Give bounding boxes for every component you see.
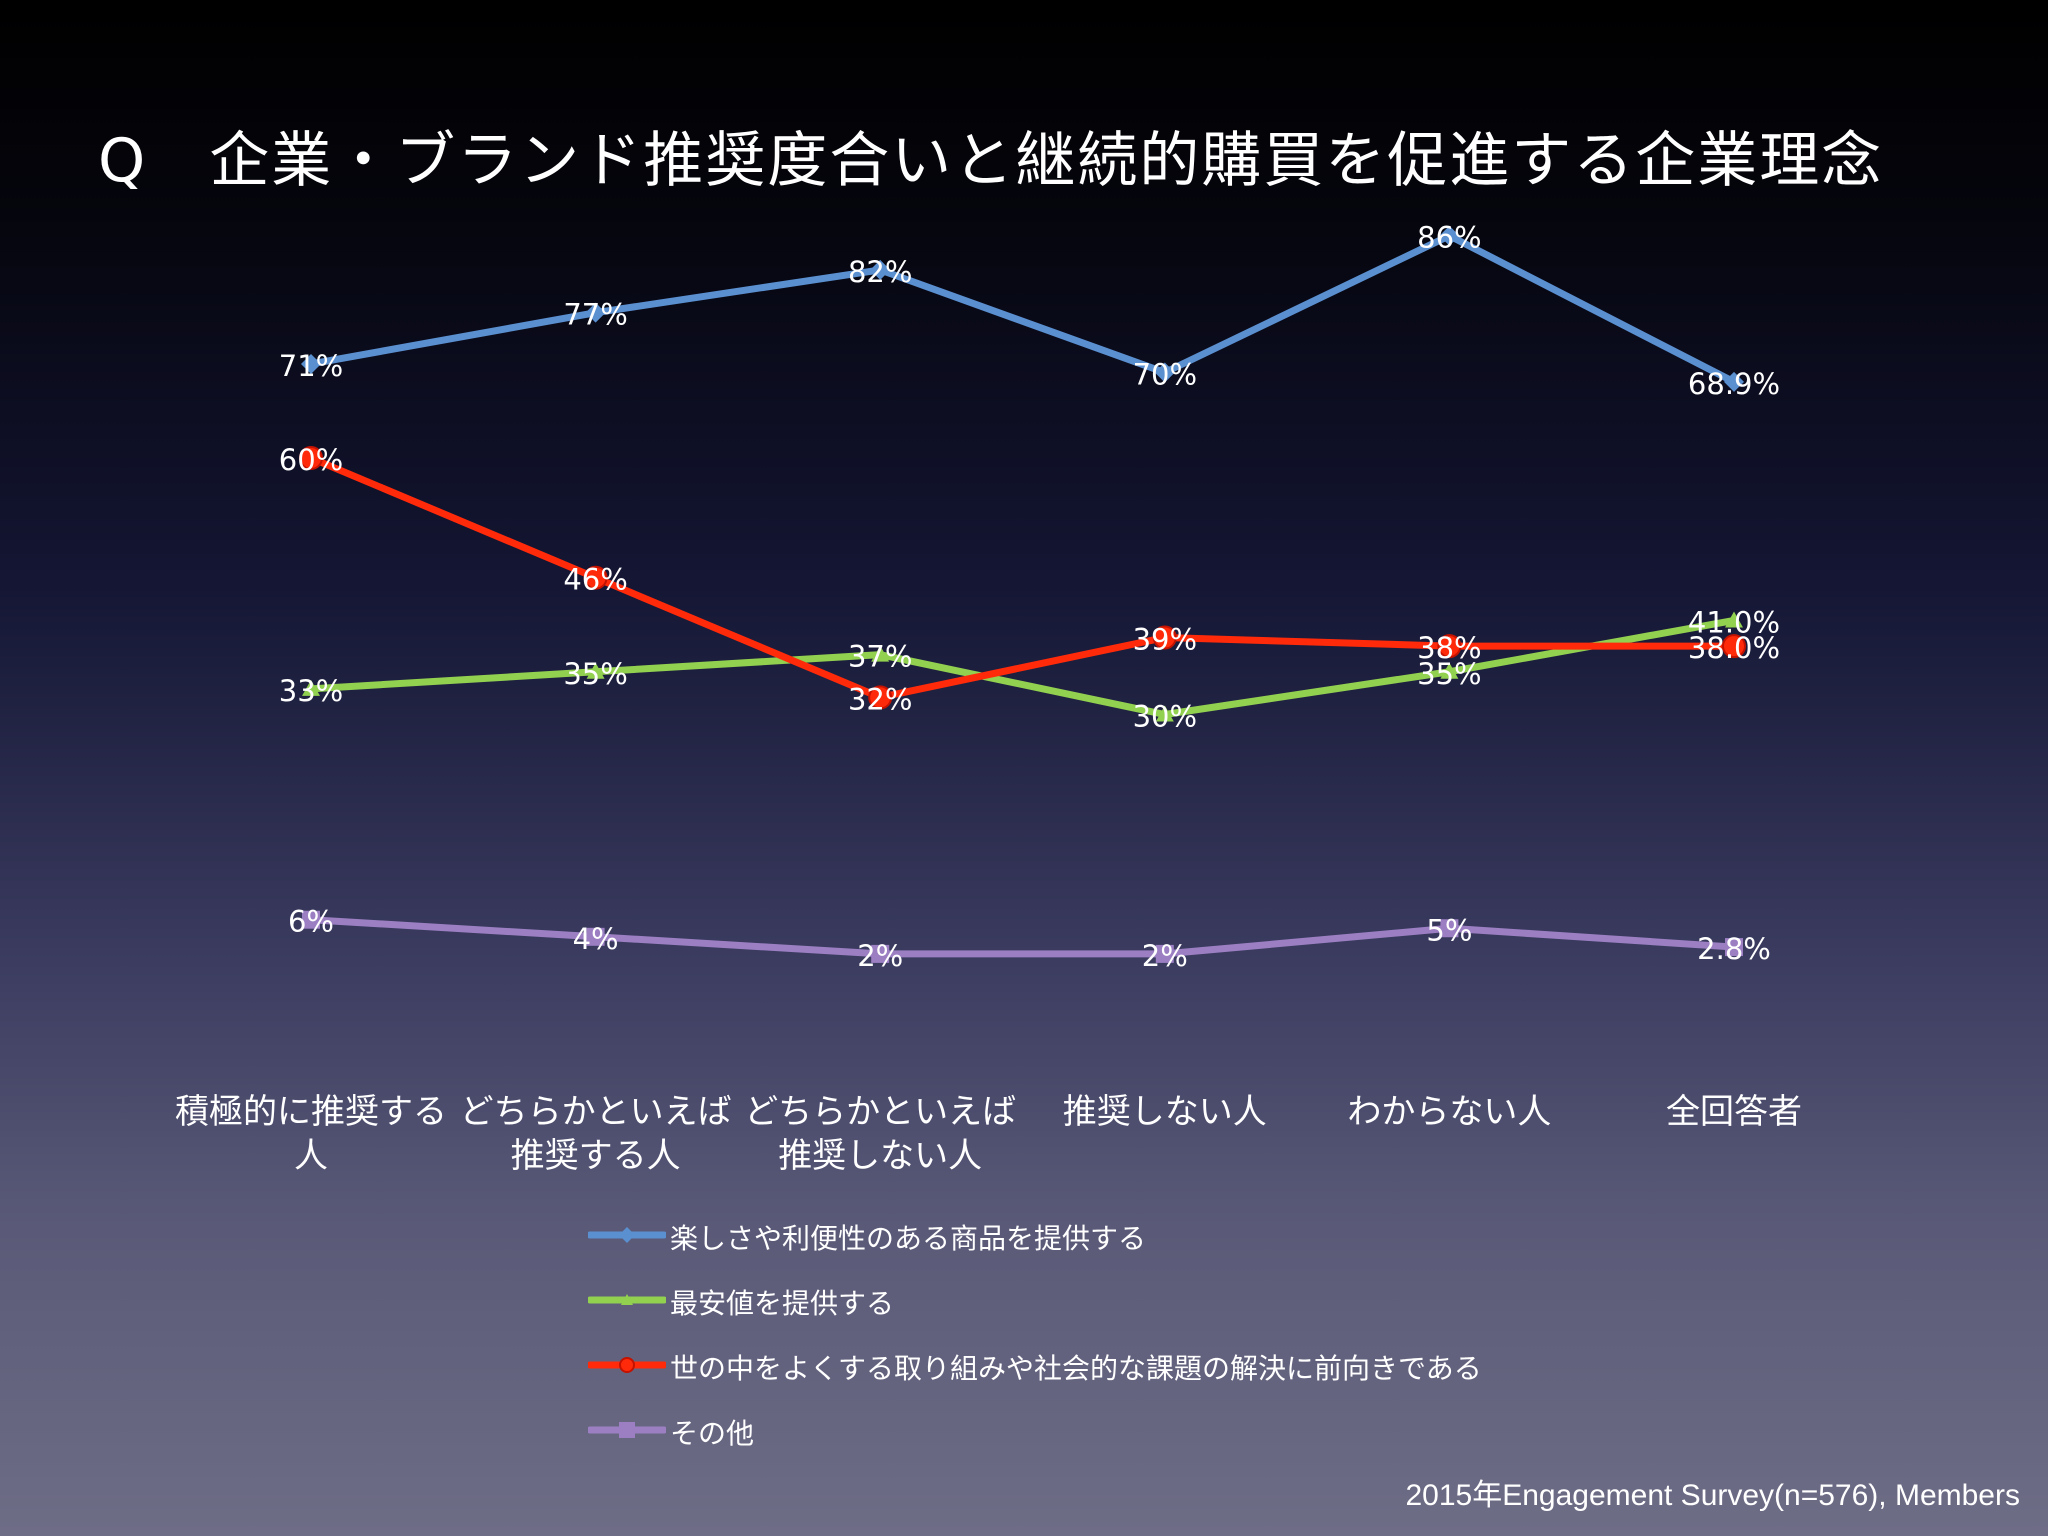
series-3-point-2 bbox=[583, 565, 608, 590]
series-4-point-3 bbox=[871, 944, 890, 963]
category-label-2: どちらかといえば 推奨する人 bbox=[459, 1092, 732, 1176]
series-4-point-2 bbox=[586, 927, 605, 946]
series-3-point-1 bbox=[299, 446, 323, 470]
legend-label-3: 世の中をよくする取り組みや社会的な課題の解決に前向きである bbox=[670, 1352, 1482, 1385]
data-label: 35% bbox=[563, 657, 627, 691]
data-label: 70% bbox=[1133, 358, 1197, 392]
series-2-point-3 bbox=[871, 645, 890, 662]
data-label: 86% bbox=[1417, 221, 1481, 255]
data-label: 2.8% bbox=[1697, 932, 1771, 966]
data-label: 32% bbox=[848, 682, 912, 716]
data-label: 41.0% bbox=[1688, 605, 1780, 639]
data-label: 60% bbox=[279, 443, 343, 477]
series-3: 60% 46% 32% 39% 38% 38.0% bbox=[279, 443, 1780, 716]
series-1-point-3 bbox=[870, 259, 891, 280]
series-3-point-3 bbox=[868, 685, 893, 710]
series-2-point-4 bbox=[1155, 705, 1174, 722]
series-4: 6% 4% 2% 2% 5% 2.8% bbox=[288, 905, 1771, 973]
series-1-point-4 bbox=[1154, 362, 1175, 383]
data-label: 30% bbox=[1133, 700, 1197, 734]
data-label: 77% bbox=[563, 298, 627, 332]
series-2: 33% 35% 37% 30% 35% 41.0% bbox=[279, 605, 1780, 733]
series-4-point-5 bbox=[1440, 919, 1459, 938]
series-4-point-4 bbox=[1155, 944, 1174, 963]
series-2-point-1 bbox=[302, 679, 320, 696]
data-label: 37% bbox=[848, 640, 912, 674]
source-note: 2015年Engagement Survey(n=576), Members bbox=[1405, 1479, 2020, 1512]
category-label-1: 積極的に推奨する 人 bbox=[175, 1092, 447, 1176]
data-label: 38.0% bbox=[1688, 631, 1780, 665]
legend-swatch-1 bbox=[588, 1227, 666, 1243]
legend-item-4: その他 bbox=[588, 1410, 1488, 1450]
data-label: 4% bbox=[573, 922, 619, 956]
data-label: 39% bbox=[1133, 623, 1197, 657]
series-3-point-4 bbox=[1152, 625, 1177, 650]
data-label: 71% bbox=[279, 349, 343, 383]
series-4-point-1 bbox=[302, 910, 320, 929]
data-label: 2% bbox=[857, 939, 903, 973]
data-label: 5% bbox=[1426, 913, 1472, 947]
series-1-line bbox=[307, 232, 1738, 386]
legend-item-1: 楽しさや利便性のある商品を提供する bbox=[588, 1215, 1488, 1255]
data-label: 82% bbox=[848, 255, 912, 289]
data-label: 6% bbox=[288, 905, 334, 939]
category-label-3: どちらかといえば 推奨しない人 bbox=[744, 1092, 1017, 1176]
legend-item-3: 世の中をよくする取り組みや社会的な課題の解決に前向きである bbox=[588, 1345, 1488, 1385]
series-4-point-6 bbox=[1725, 938, 1743, 957]
data-label: 2% bbox=[1142, 939, 1188, 973]
series-2-point-6 bbox=[1725, 611, 1743, 628]
series-1-point-6 bbox=[1724, 371, 1744, 392]
legend-swatch-3 bbox=[588, 1357, 666, 1373]
legend-label-2: 最安値を提供する bbox=[670, 1287, 895, 1320]
legend-label-4: その他 bbox=[670, 1417, 755, 1450]
series-3-point-6 bbox=[1722, 634, 1746, 659]
series-3-line bbox=[307, 454, 1738, 701]
category-label-5: わからない人 bbox=[1347, 1092, 1552, 1132]
series-2-point-2 bbox=[586, 662, 605, 679]
data-label: 46% bbox=[563, 563, 627, 597]
series-1-point-1 bbox=[301, 353, 321, 374]
series-1: 71% 77% 82% 70% 86% 68.9% bbox=[279, 221, 1780, 401]
legend-swatch-2 bbox=[588, 1294, 666, 1305]
legend-swatch-4 bbox=[588, 1422, 666, 1438]
data-label: 68.9% bbox=[1688, 367, 1780, 401]
series-1-point-5 bbox=[1439, 225, 1460, 246]
slide-title: Q 企業・ブランド推奨度合いと継続的購買を促進する企業理念 bbox=[98, 126, 1884, 196]
series-3-point-5 bbox=[1437, 634, 1462, 659]
series-4-line bbox=[307, 916, 1738, 958]
data-label: 38% bbox=[1417, 631, 1481, 665]
series-2-line bbox=[307, 616, 1738, 718]
legend-item-2: 最安値を提供する bbox=[588, 1280, 1488, 1320]
series-1-point-2 bbox=[585, 302, 606, 323]
data-label: 33% bbox=[279, 674, 343, 708]
category-label-6: 全回答者 bbox=[1666, 1092, 1802, 1132]
category-label-4: 推奨しない人 bbox=[1062, 1092, 1267, 1132]
legend-label-1: 楽しさや利便性のある商品を提供する bbox=[670, 1222, 1147, 1255]
series-2-point-5 bbox=[1440, 662, 1459, 679]
data-label: 35% bbox=[1417, 657, 1481, 691]
